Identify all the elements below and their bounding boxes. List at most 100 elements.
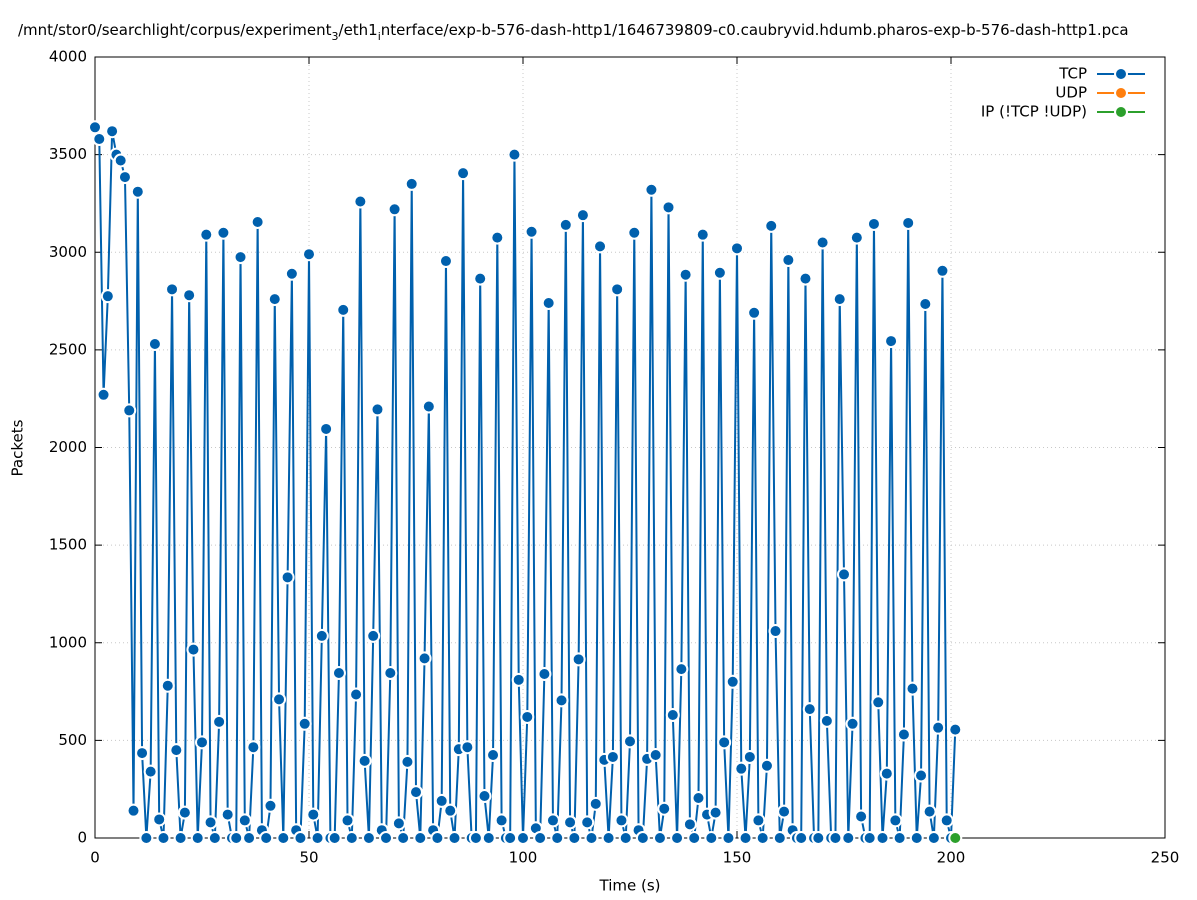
data-point [601, 831, 616, 845]
data-point [135, 746, 150, 761]
data-point [105, 124, 120, 139]
data-point [413, 831, 428, 845]
data-point [802, 702, 817, 717]
legend-marker [1114, 105, 1128, 119]
data-point [550, 831, 565, 845]
data-point [811, 831, 826, 845]
data-point [409, 785, 423, 800]
data-point [220, 807, 235, 822]
data-point [246, 740, 261, 755]
data-point [777, 804, 792, 819]
data-point [507, 147, 522, 162]
data-point [169, 743, 184, 758]
data-point [272, 692, 287, 707]
data-point [605, 749, 620, 764]
y-tick-label: 1000 [49, 633, 87, 651]
data-point [250, 214, 265, 229]
data-point [661, 200, 676, 215]
data-point [173, 831, 188, 845]
data-point [126, 803, 141, 818]
data-point [177, 805, 192, 820]
data-point [430, 831, 445, 845]
data-point [237, 813, 252, 828]
title-segment: i [378, 30, 381, 43]
data-point [160, 678, 175, 693]
data-point [588, 796, 603, 811]
data-point [182, 288, 197, 303]
data-point [216, 225, 231, 240]
data-point [652, 831, 667, 845]
data-point [199, 227, 214, 242]
data-point [871, 695, 886, 710]
data-point [610, 282, 625, 297]
title-segment: 3 [332, 30, 339, 43]
y-tick-label: 3500 [49, 145, 87, 163]
data-point [344, 831, 359, 845]
data-point [862, 831, 877, 845]
data-point [353, 194, 368, 209]
data-point [340, 813, 355, 828]
legend-label: IP (!TCP !UDP) [981, 103, 1087, 121]
data-point [892, 831, 907, 845]
data-point [657, 801, 672, 816]
data-point [644, 182, 659, 197]
data-point [143, 764, 158, 779]
y-tick-label: 2000 [49, 438, 87, 456]
data-point [417, 651, 432, 666]
data-point [948, 722, 963, 737]
legend-label: TCP [1058, 65, 1087, 83]
data-point [837, 567, 851, 582]
data-point [571, 652, 586, 667]
data-point [623, 734, 637, 749]
data-point [896, 727, 911, 742]
x-tick-label: 100 [509, 849, 538, 867]
data-point [755, 831, 770, 845]
data-point [379, 831, 394, 845]
data-point [730, 241, 744, 256]
data-point [764, 218, 779, 233]
data-point [781, 253, 796, 268]
data-point [404, 176, 419, 191]
data-point [229, 831, 244, 845]
data-point [648, 748, 663, 763]
data-point [477, 789, 492, 804]
data-point [888, 813, 903, 828]
data-point [503, 831, 518, 845]
data-point [524, 224, 539, 239]
data-point [156, 831, 171, 845]
data-point [751, 813, 766, 828]
data-point [879, 766, 894, 781]
data-point [558, 217, 573, 232]
data-point [614, 813, 629, 828]
data-point [473, 271, 488, 286]
data-point [687, 831, 702, 845]
data-point [259, 831, 274, 845]
data-point [682, 817, 697, 832]
data-point [845, 716, 860, 731]
x-axis-label: Time (s) [599, 877, 661, 895]
y-tick-label: 500 [58, 731, 87, 749]
data-point [113, 153, 128, 168]
data-point [280, 570, 295, 585]
data-point [366, 628, 381, 643]
data-point [468, 831, 483, 845]
data-point [635, 831, 650, 845]
data-point [533, 831, 548, 845]
data-point [195, 735, 209, 750]
data-point [734, 761, 749, 776]
data-point [400, 754, 415, 769]
data-point [494, 813, 509, 828]
data-point [884, 334, 899, 349]
data-point [302, 247, 316, 262]
data-point [712, 265, 727, 280]
data-point [832, 292, 847, 307]
title-segment: /mnt/stor0/searchlight/corpus/experiment [18, 21, 332, 39]
data-point [306, 807, 321, 822]
data-point [336, 302, 351, 317]
data-point [563, 815, 578, 830]
y-axis-label: Packets [9, 419, 27, 476]
data-point [704, 831, 719, 845]
y-tick-label: 1500 [49, 536, 87, 554]
data-point [152, 812, 167, 827]
data-point [828, 831, 843, 845]
